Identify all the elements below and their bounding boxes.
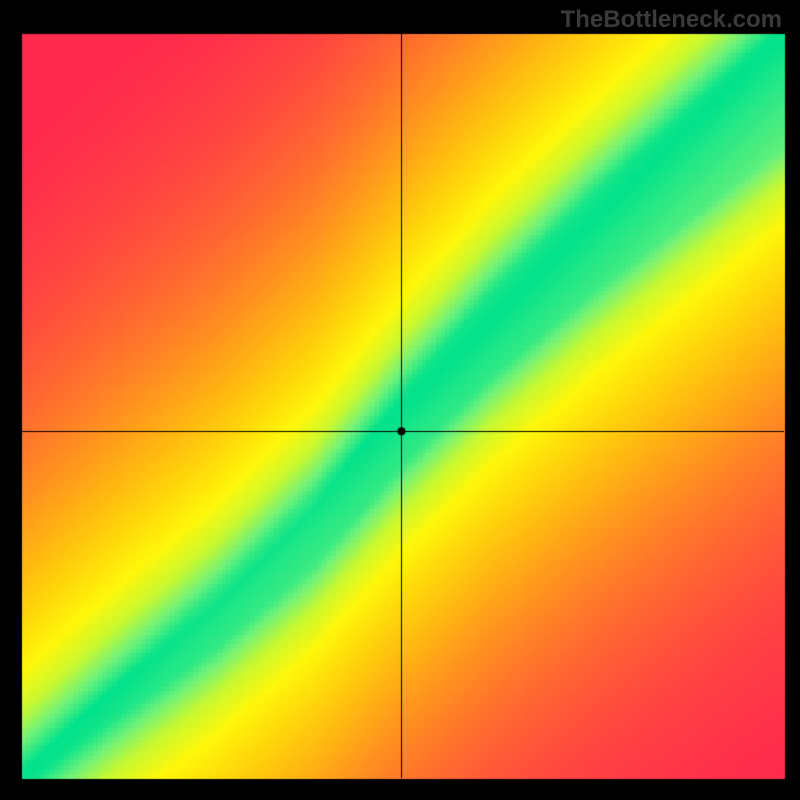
watermark-text: TheBottleneck.com — [561, 6, 782, 34]
chart-container: TheBottleneck.com — [0, 0, 800, 800]
bottleneck-heatmap — [0, 0, 800, 800]
